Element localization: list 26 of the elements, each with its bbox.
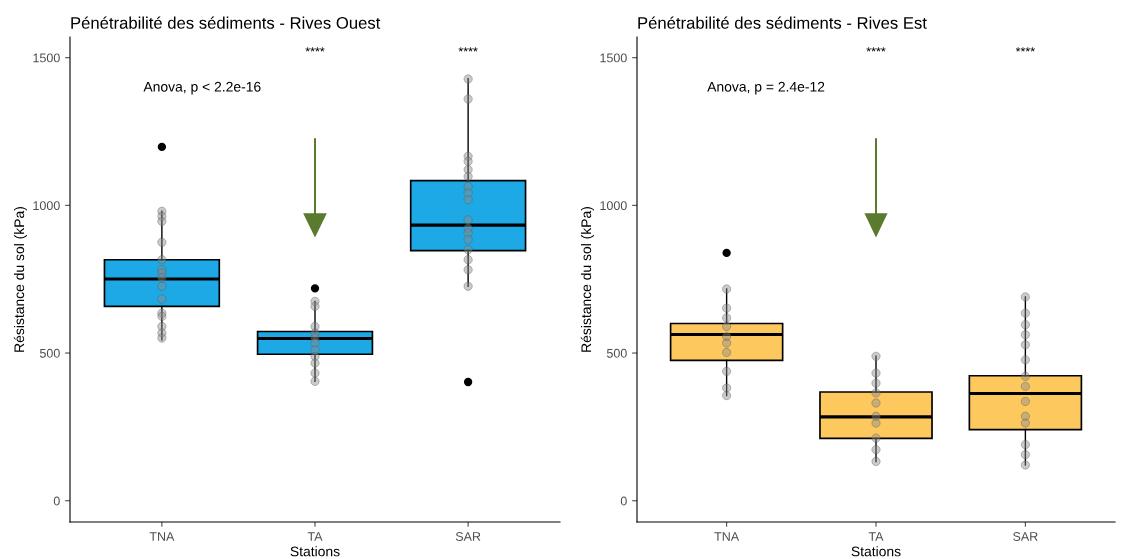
y-tick-label: 0 — [53, 496, 60, 506]
y-tick-label: 1500 — [33, 53, 60, 63]
y-tick-label: 1000 — [33, 201, 60, 211]
x-tick-label: TA — [868, 532, 884, 541]
x-axis-title: Stations — [851, 546, 901, 557]
annotation: Anova, p = 2.4e-12 — [707, 81, 825, 95]
chart-title: Pénétrabilité des sédiments - Rives Est — [638, 16, 927, 29]
x-tick-label: TNA — [714, 532, 740, 541]
annotation: **** — [458, 47, 478, 52]
y-tick-label: 1000 — [600, 201, 627, 211]
x-tick-label: TA — [307, 532, 323, 541]
y-tick-label: 0 — [620, 496, 627, 506]
y-axis-title: Résistance du sol (kPa) — [580, 207, 594, 352]
y-axis-title: Résistance du sol (kPa) — [13, 207, 27, 352]
y-tick-label: 500 — [39, 348, 60, 358]
annotation: **** — [305, 47, 325, 52]
x-axis-title: Stations — [290, 546, 340, 557]
annotation: **** — [1015, 47, 1035, 52]
y-tick-label: 1500 — [600, 53, 627, 63]
annotation: Anova, p < 2.2e-16 — [143, 81, 261, 95]
chart-title: Pénétrabilité des sédiments - Rives Ouest — [71, 16, 381, 29]
y-tick-label: 500 — [606, 348, 627, 358]
x-tick-label: SAR — [1013, 532, 1038, 541]
annotation: **** — [866, 47, 886, 52]
x-tick-label: TNA — [149, 532, 175, 541]
x-tick-label: SAR — [455, 532, 481, 541]
